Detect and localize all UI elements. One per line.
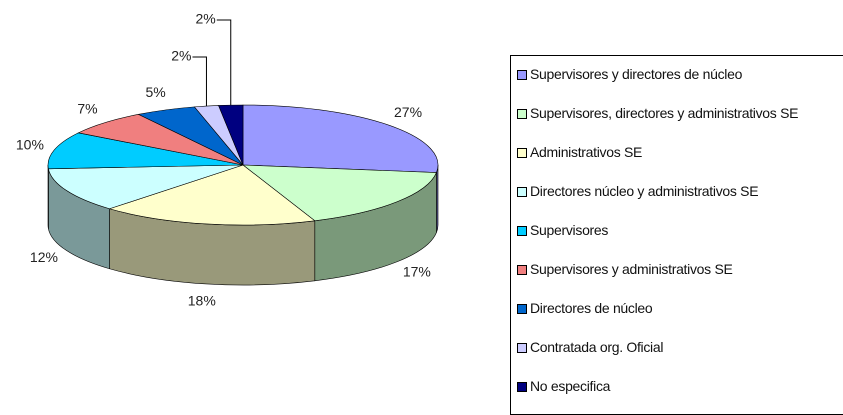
legend-swatch — [517, 343, 527, 353]
leader-line — [192, 57, 206, 106]
legend-swatch — [517, 265, 527, 275]
legend-entry: Directores núcleo y administrativos SE — [517, 184, 842, 198]
legend-entry: Supervisores, directores y administrativ… — [517, 106, 842, 120]
legend-entry: Administrativos SE — [517, 145, 842, 159]
legend-label: Directores de núcleo — [530, 301, 652, 315]
legend-swatch — [517, 382, 527, 392]
page: 27% 17% 18% 12% 10% 7% 5% 2% 2% Supervisores y d… — [0, 0, 843, 405]
legend-label: Supervisores, directores y administrativ… — [530, 106, 798, 120]
legend-label: Supervisores y directores de núcleo — [530, 67, 742, 81]
legend-entry: Supervisores — [517, 223, 842, 237]
legend-swatch — [517, 70, 527, 80]
legend-label: Administrativos SE — [530, 145, 642, 159]
legend-label: Supervisores y administrativos SE — [530, 262, 733, 276]
legend-swatch — [517, 148, 527, 158]
data-label: 27% — [394, 104, 422, 120]
legend-swatch — [517, 187, 527, 197]
legend-swatch — [517, 226, 527, 236]
data-label: 17% — [403, 264, 431, 280]
legend-label: Contratada org. Oficial — [530, 340, 663, 354]
legend-swatch — [517, 304, 527, 314]
legend: Supervisores y directores de núcleo Super… — [510, 55, 843, 415]
legend-label: Directores núcleo y administrativos SE — [530, 184, 758, 198]
chart: 27% 17% 18% 12% 10% 7% 5% 2% 2% — [0, 0, 505, 405]
legend-entry: Directores de núcleo — [517, 301, 842, 315]
legend-entry: No especifica — [517, 379, 842, 393]
legend-entry: Contratada org. Oficial — [517, 340, 842, 354]
legend-label: No especifica — [530, 379, 610, 393]
leader-line — [217, 20, 231, 105]
data-label: 7% — [77, 101, 97, 117]
data-label: 2% — [171, 48, 191, 64]
data-label: 18% — [188, 292, 216, 308]
legend-entry: Supervisores y directores de núcleo — [517, 67, 842, 81]
data-label: 2% — [196, 11, 216, 27]
data-label: 10% — [16, 136, 44, 152]
data-label: 12% — [30, 249, 58, 265]
legend-label: Supervisores — [530, 223, 608, 237]
legend-entry: Supervisores y administrativos SE — [517, 262, 842, 276]
legend-swatch — [517, 109, 527, 119]
data-label: 5% — [146, 84, 166, 100]
